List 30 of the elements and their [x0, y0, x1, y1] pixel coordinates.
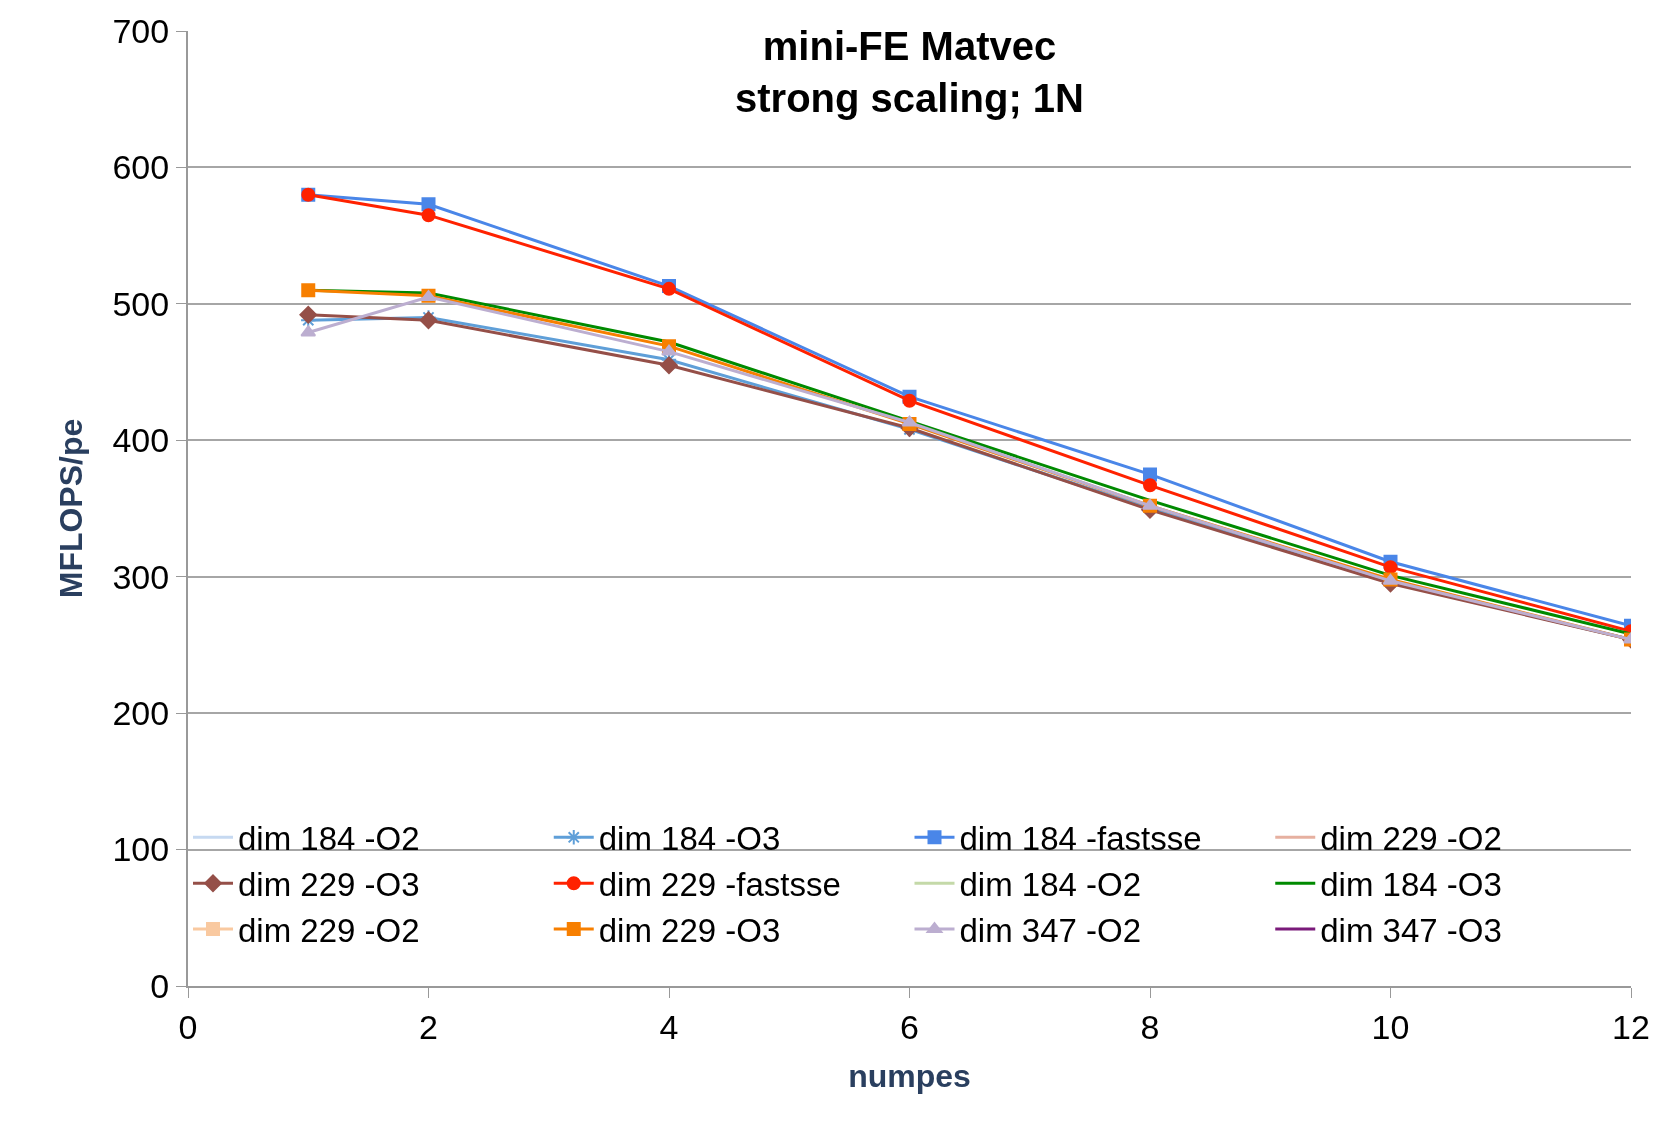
legend-label: dim 229 -fastsse [598, 866, 841, 904]
legend-label: dim 347 -O2 [959, 911, 1142, 949]
y-tick-label: 100 [112, 830, 170, 869]
y-tick-label: 300 [112, 557, 170, 596]
legend-label: dim 184 -O3 [1320, 866, 1502, 904]
legend-label: dim 347 -O3 [1320, 911, 1502, 949]
y-tick-label: 700 [112, 11, 170, 50]
x-tick-label: 4 [659, 1007, 679, 1046]
x-tick-label: 0 [178, 1007, 198, 1046]
y-tick-label: 0 [150, 966, 170, 1005]
y-tick-label: 200 [112, 694, 170, 733]
y-tick-label: 500 [112, 284, 170, 323]
y-tick-label: 400 [112, 421, 170, 460]
legend-label: dim 184 -fastsse [959, 820, 1202, 858]
legend-label: dim 229 -O2 [1320, 820, 1502, 858]
x-tick-label: 2 [419, 1007, 438, 1046]
x-tick-label: 6 [900, 1007, 919, 1046]
x-tick-label: 8 [1140, 1007, 1160, 1046]
x-tick-label: 12 [1612, 1007, 1650, 1046]
x-tick-label: 10 [1371, 1007, 1410, 1046]
legend-label: dim 229 -O2 [238, 911, 420, 949]
x-axis-title: numpes [848, 1058, 971, 1095]
legend-label: dim 184 -O2 [959, 866, 1142, 904]
text: mini-FE Matvec strong scaling; 1N [735, 23, 1084, 120]
y-axis-title: MFLOPS/pe [53, 418, 90, 599]
legend-label: dim 229 -O3 [598, 911, 781, 949]
legend-label: dim 184 -O2 [238, 820, 420, 858]
y-tick-label: 600 [112, 148, 170, 187]
legend-label: dim 184 -O3 [598, 820, 781, 858]
legend-label: dim 229 -O3 [238, 866, 420, 904]
